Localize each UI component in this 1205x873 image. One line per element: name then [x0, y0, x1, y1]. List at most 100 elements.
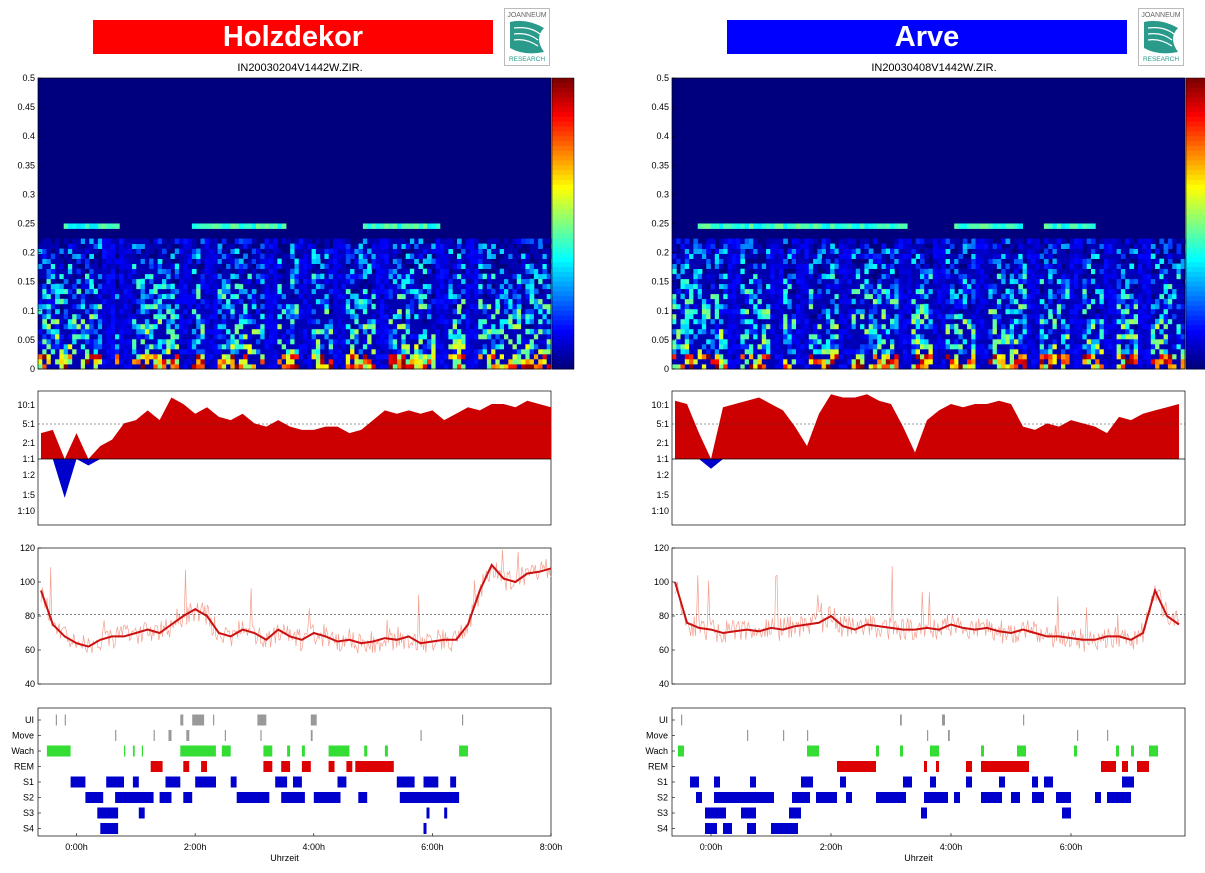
spectrogram-chart: 00.050.10.150.20.250.30.350.40.450.5 — [17, 73, 575, 374]
spectrogram-cell — [491, 348, 496, 355]
spectrogram-cell — [714, 288, 720, 295]
spectrogram-cell — [337, 268, 342, 275]
spectrogram-cell — [941, 333, 946, 340]
spectrogram-cell — [448, 278, 454, 285]
spectrogram-cell — [93, 333, 99, 340]
y-tick-label: 0.2 — [22, 248, 35, 258]
spectrogram-cell — [140, 333, 146, 340]
spectrogram-cell — [727, 288, 733, 295]
spectrogram-cell — [881, 223, 887, 229]
spectrogram-cell — [46, 253, 52, 259]
spectrogram-cell — [345, 348, 351, 355]
spectrogram-cell — [226, 308, 231, 315]
spectrogram-cell — [962, 293, 968, 300]
spectrogram-cell — [209, 268, 214, 275]
spectrogram-cell — [243, 238, 248, 244]
spectrogram-cell — [457, 298, 462, 305]
spectrogram-cell — [80, 308, 86, 315]
spectrogram-cell — [106, 243, 112, 249]
spectrogram-cell — [749, 243, 754, 249]
spectrogram-cell — [706, 223, 711, 229]
spectrogram-cell — [546, 348, 552, 355]
spectrogram-cell — [303, 308, 308, 315]
spectrogram-cell — [979, 288, 985, 295]
spectrogram-cell — [311, 343, 317, 350]
spectrogram-cell — [727, 313, 733, 320]
spectrogram-cell — [303, 268, 308, 275]
spectrogram-cell — [843, 328, 848, 335]
spectrogram-cell — [937, 308, 942, 315]
spectrogram-cell — [727, 293, 733, 300]
spectrogram-cell — [217, 248, 223, 254]
spectrogram-cell — [414, 293, 419, 300]
spectrogram-cell — [123, 333, 129, 340]
spectrogram-cell — [482, 253, 488, 259]
spectrogram-cell — [345, 273, 351, 280]
spectrogram-cell — [499, 298, 505, 305]
spectrogram-cell — [315, 343, 321, 350]
spectrogram-cell — [362, 359, 368, 365]
spectrogram-cell — [731, 353, 737, 360]
spectrogram-cell — [444, 323, 449, 330]
spectrogram-cell — [482, 348, 488, 355]
spectrogram-cell — [937, 293, 942, 300]
spectrogram-cell — [898, 268, 904, 275]
spectrogram-cell — [770, 359, 775, 365]
spectrogram-cell — [123, 303, 129, 310]
spectrogram-cell — [508, 288, 513, 295]
spectrogram-cell — [508, 303, 513, 310]
spectrogram-cell — [341, 293, 347, 300]
spectrogram-cell — [162, 364, 167, 370]
spectrogram-cell — [954, 253, 959, 259]
spectrogram-cell — [962, 318, 968, 325]
spectrogram-cell — [42, 248, 47, 254]
spectrogram-cell — [115, 318, 120, 325]
spectrogram-cell — [967, 333, 972, 340]
spectrogram-cell — [448, 308, 454, 315]
spectrogram-cell — [200, 303, 206, 310]
spectrogram-cell — [226, 258, 231, 264]
spectrogram-cell — [890, 338, 895, 345]
spectrogram-cell — [529, 293, 535, 300]
spectrogram-cell — [885, 273, 891, 280]
spectrogram-cell — [825, 298, 831, 305]
spectrogram-cell — [119, 238, 124, 244]
spectrogram-cell — [226, 348, 231, 355]
spectrogram-cell — [213, 353, 218, 360]
spectrogram-cell — [680, 258, 686, 264]
spectrogram-cell — [902, 283, 908, 290]
spectrogram-cell — [924, 359, 929, 365]
spectrogram-cell — [813, 223, 818, 229]
spectrogram-cell — [787, 223, 793, 229]
spectrogram-cell — [132, 248, 137, 254]
spectrogram-cell — [710, 243, 716, 249]
spectrogram-cell — [157, 343, 163, 350]
spectrogram-cell — [63, 268, 69, 275]
spectrogram-cell — [179, 348, 184, 355]
spectrogram-cell — [486, 243, 492, 249]
spectrogram-cell — [290, 268, 295, 275]
spectrogram-cell — [508, 243, 513, 249]
spectrogram-cell — [469, 238, 475, 244]
spectrogram-cell — [179, 343, 184, 350]
spectrogram-cell — [251, 258, 257, 264]
spectrogram-cell — [766, 223, 771, 229]
spectrogram-cell — [676, 303, 681, 310]
spectrogram-cell — [894, 323, 899, 330]
spectrogram-cell — [264, 333, 270, 340]
spectrogram-cell — [333, 318, 338, 325]
spectrogram-cell — [311, 243, 317, 249]
spectrogram-cell — [542, 353, 548, 360]
spectrogram-cell — [753, 293, 758, 300]
spectrogram-cell — [847, 348, 852, 355]
spectrogram-cell — [221, 333, 227, 340]
spectrogram-cell — [268, 238, 274, 244]
spectrogram-cell — [457, 353, 462, 360]
spectrogram-cell — [898, 323, 904, 330]
spectrogram-cell — [461, 288, 466, 295]
spectrogram-cell — [877, 353, 882, 360]
stage-segment — [138, 807, 145, 819]
row-label: S1 — [23, 777, 34, 787]
spectrogram-cell — [153, 348, 159, 355]
spectrogram-cell — [830, 313, 835, 320]
